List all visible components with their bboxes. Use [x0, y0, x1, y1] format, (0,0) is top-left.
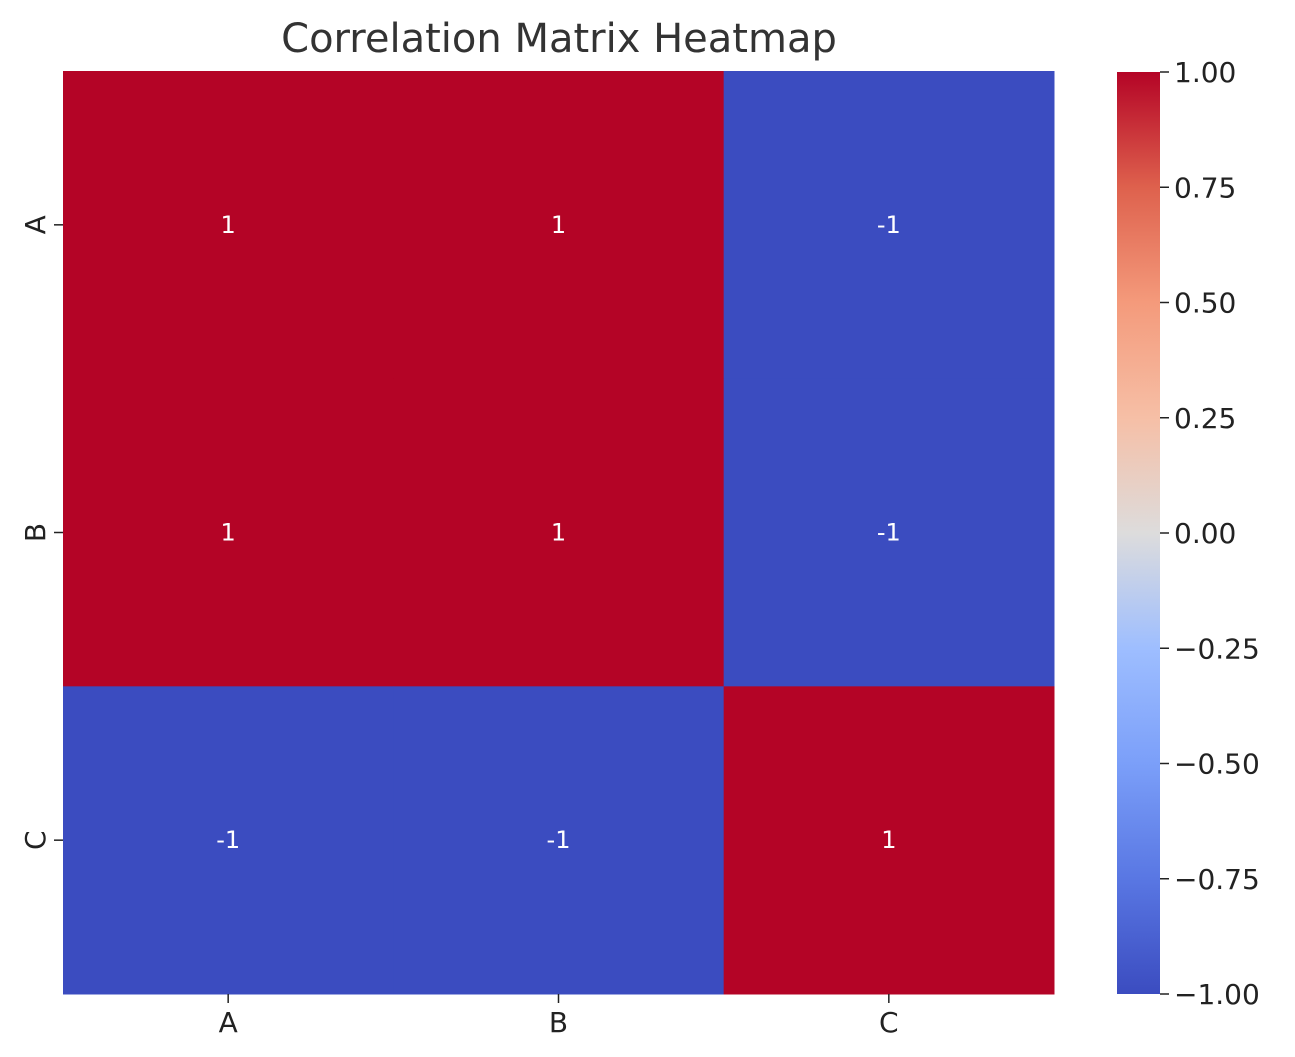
colorbar-tick-label: −0.50	[1174, 748, 1260, 781]
y-tick-label: A	[19, 215, 52, 234]
heatmap-cell-c-c	[723, 686, 1055, 995]
heatmap-cell-a-b	[393, 71, 725, 380]
colorbar-tick-label: 0.50	[1174, 287, 1236, 320]
cell-value-label: 1	[551, 211, 566, 239]
colorbar-tick-label: −0.25	[1174, 632, 1260, 665]
colorbar-tick-label: 0.25	[1174, 402, 1236, 435]
cell-value-label: -1	[547, 826, 571, 854]
colorbar-tick-label: 0.00	[1174, 517, 1236, 550]
cell-value-label: -1	[216, 826, 240, 854]
cell-value-label: 1	[551, 519, 566, 547]
y-axis: A B C	[19, 215, 63, 850]
cell-value-label: 1	[221, 211, 236, 239]
x-tick-label: A	[219, 1006, 238, 1039]
colorbar-tick-label: −1.00	[1174, 978, 1260, 1011]
heatmap-cell-b-c	[723, 378, 1055, 687]
chart-title: Correlation Matrix Heatmap	[281, 16, 837, 62]
x-axis: A B C	[219, 994, 899, 1039]
cell-value-label: 1	[221, 519, 236, 547]
heatmap-cell-labels: 1 1 -1 1 1 -1 -1 -1 1	[216, 211, 901, 854]
y-tick-label: C	[19, 830, 52, 850]
colorbar-axis: 1.00 0.75 0.50 0.25 0.00 −0.25 −0.50 −0.75 −1.00	[1160, 56, 1260, 1011]
cell-value-label: -1	[877, 211, 901, 239]
colorbar-tick-label: −0.75	[1174, 863, 1260, 896]
heatmap-cell-a-c	[723, 71, 1055, 380]
y-tick-label: B	[19, 523, 52, 542]
heatmap-cell-c-b	[393, 686, 725, 995]
colorbar-tick-label: 1.00	[1174, 56, 1236, 89]
heatmap-cell-b-b	[393, 378, 725, 687]
heatmap-cells	[63, 71, 1055, 995]
x-tick-label: B	[549, 1006, 568, 1039]
colorbar-tick-label: 0.75	[1174, 171, 1236, 204]
heatmap-cell-a-a	[63, 71, 394, 380]
cell-value-label: 1	[881, 826, 896, 854]
colorbar	[1117, 72, 1160, 994]
cell-value-label: -1	[877, 519, 901, 547]
x-tick-label: C	[879, 1006, 899, 1039]
heatmap-cell-b-a	[63, 378, 394, 687]
heatmap-cell-c-a	[63, 686, 394, 995]
